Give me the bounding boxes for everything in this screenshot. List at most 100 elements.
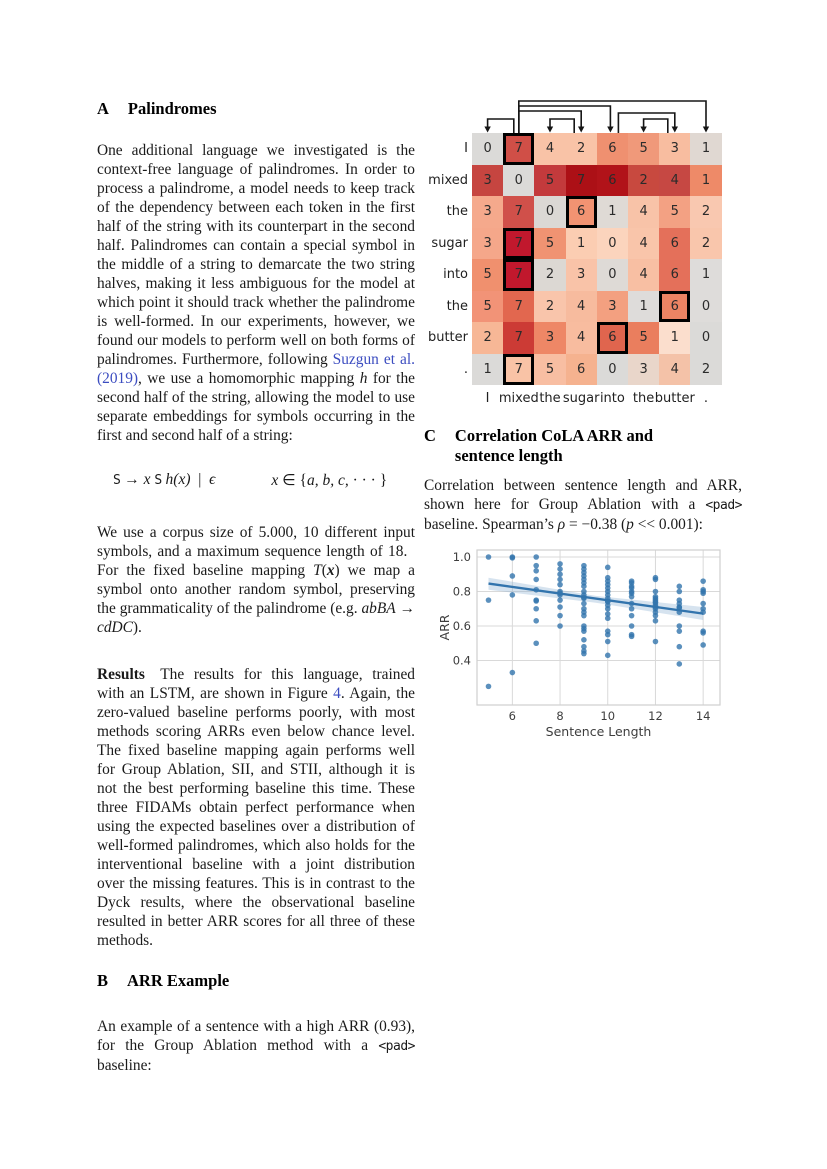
heatmap-col-label: I xyxy=(485,391,490,406)
arrowhead-icon xyxy=(578,126,585,133)
scatter-point xyxy=(509,592,516,598)
heatmap-cell: 6 xyxy=(596,164,628,196)
heatmap-cell: 2 xyxy=(690,353,722,385)
arrowhead-icon xyxy=(607,126,614,133)
scatter-point xyxy=(604,615,611,622)
text-segment: Results xyxy=(97,666,145,683)
citation-link[interactable]: 4 xyxy=(333,685,341,702)
text-segment: T xyxy=(313,562,322,579)
heatmap-cell: 4 xyxy=(628,227,660,259)
scatter-point xyxy=(485,683,492,690)
dependency-arc xyxy=(549,118,575,133)
text-segment: abBA xyxy=(361,600,396,617)
scatter-point xyxy=(533,562,539,569)
scatter-point xyxy=(581,643,587,650)
scatter-point xyxy=(581,595,587,602)
text-segment: x xyxy=(143,471,151,488)
x-tick-label: 10 xyxy=(600,709,615,723)
arrowhead-icon xyxy=(671,126,678,133)
heatmap-row-label: butter xyxy=(427,330,468,346)
section-c-heading: C Correlation CoLA ARR and sentence leng… xyxy=(424,426,742,466)
heatmap-cell: 0 xyxy=(596,259,628,291)
dependency-arc xyxy=(642,118,669,133)
text-segment: baseline: xyxy=(97,1057,152,1074)
heatmap-cell: 7 xyxy=(503,322,535,354)
heatmap-cell: 5 xyxy=(472,259,504,291)
scatter-point xyxy=(533,586,539,593)
paragraph-palindromes: One additional language we investigated … xyxy=(97,141,415,445)
scatter-point xyxy=(533,554,539,560)
scatter-point xyxy=(557,604,563,610)
paragraph-correlation: Correlation between sentence length and … xyxy=(424,476,742,534)
x-tick-label: 14 xyxy=(696,709,711,723)
dependency-arcs xyxy=(484,100,710,133)
heatmap-cell: 6 xyxy=(659,259,691,291)
x-tick-label: 12 xyxy=(648,709,663,723)
scatter-point xyxy=(652,576,659,583)
scatter-point xyxy=(533,576,539,583)
text-segment: baseline. Spearman’s xyxy=(424,516,558,533)
section-b-title: ARR Example xyxy=(127,971,230,990)
scatter-point xyxy=(557,623,563,629)
heatmap-cell: 7 xyxy=(503,227,535,259)
scatter-point xyxy=(557,571,563,578)
heatmap-cell: 2 xyxy=(534,290,566,322)
heatmap-row-label: the xyxy=(446,204,468,220)
heatmap-cell: 2 xyxy=(534,259,566,291)
heatmap-col-label: butter xyxy=(654,391,695,406)
scatter-point xyxy=(676,609,683,615)
text-segment: ∈ { xyxy=(278,472,307,489)
text-segment: . Again, the zero-valued baseline perfor… xyxy=(97,685,415,949)
section-c-letter: C xyxy=(424,426,436,445)
text-segment: ρ xyxy=(557,516,566,533)
x-tick-label: 6 xyxy=(509,709,516,723)
citation-link[interactable]: Suzgun et al. (2019) xyxy=(97,351,415,387)
heatmap-cell: 1 xyxy=(596,196,628,228)
heatmap-cell: 7 xyxy=(503,290,535,322)
heatmap-cell: 1 xyxy=(690,259,722,291)
heatmap-cell: 3 xyxy=(534,322,566,354)
scatter-point xyxy=(652,618,659,624)
heatmap-col-label: the xyxy=(632,391,655,406)
section-b-heading: B ARR Example xyxy=(97,971,415,991)
scatter-point xyxy=(652,612,659,619)
heatmap-cell: 6 xyxy=(596,133,628,165)
heatmap-cell: 3 xyxy=(596,290,628,322)
heatmap-cell: 1 xyxy=(690,133,722,165)
heatmap-cell: 0 xyxy=(503,164,535,196)
text-segment: p xyxy=(626,516,634,533)
scatter-point xyxy=(533,598,539,604)
heatmap-cell: 2 xyxy=(628,164,660,196)
heatmap-row-label: mixed xyxy=(428,172,468,188)
text-segment: x xyxy=(271,472,279,489)
heatmap-cell: 3 xyxy=(472,227,504,259)
plot-border xyxy=(476,549,721,706)
heatmap-cell: 3 xyxy=(472,196,504,228)
text-segment: cdDC xyxy=(97,619,133,636)
scatter-point xyxy=(485,554,492,560)
text-segment: = −0.38 ( xyxy=(565,516,627,533)
heatmap-cell: 2 xyxy=(690,227,722,259)
heatmap-cell: 1 xyxy=(472,353,504,385)
scatter-point xyxy=(700,609,706,615)
y-tick-label: 0.4 xyxy=(453,654,471,668)
scatter-point xyxy=(604,605,611,612)
scatter-point xyxy=(604,652,611,659)
text-segment: The results for this language, trained w… xyxy=(97,666,415,702)
text-segment: We use a corpus size of 5.000, 10 differ… xyxy=(97,524,415,579)
heatmap-cell: 2 xyxy=(472,322,504,354)
heatmap-cell: 4 xyxy=(659,353,691,385)
dependency-arc xyxy=(617,112,676,133)
scatter-point xyxy=(581,650,587,657)
heatmap-cell: 4 xyxy=(565,322,597,354)
heatmap-row-label: I xyxy=(464,141,468,157)
text-segment: Correlation between sentence length and … xyxy=(424,477,742,513)
heatmap-cell: 3 xyxy=(472,164,504,196)
heatmap-row-label: into xyxy=(443,267,468,283)
heatmap-cell: 5 xyxy=(534,164,566,196)
heatmap-cell: 6 xyxy=(596,322,628,354)
section-b-letter: B xyxy=(97,971,109,990)
scatter-point xyxy=(557,592,563,598)
heatmap-cell: 5 xyxy=(472,290,504,322)
